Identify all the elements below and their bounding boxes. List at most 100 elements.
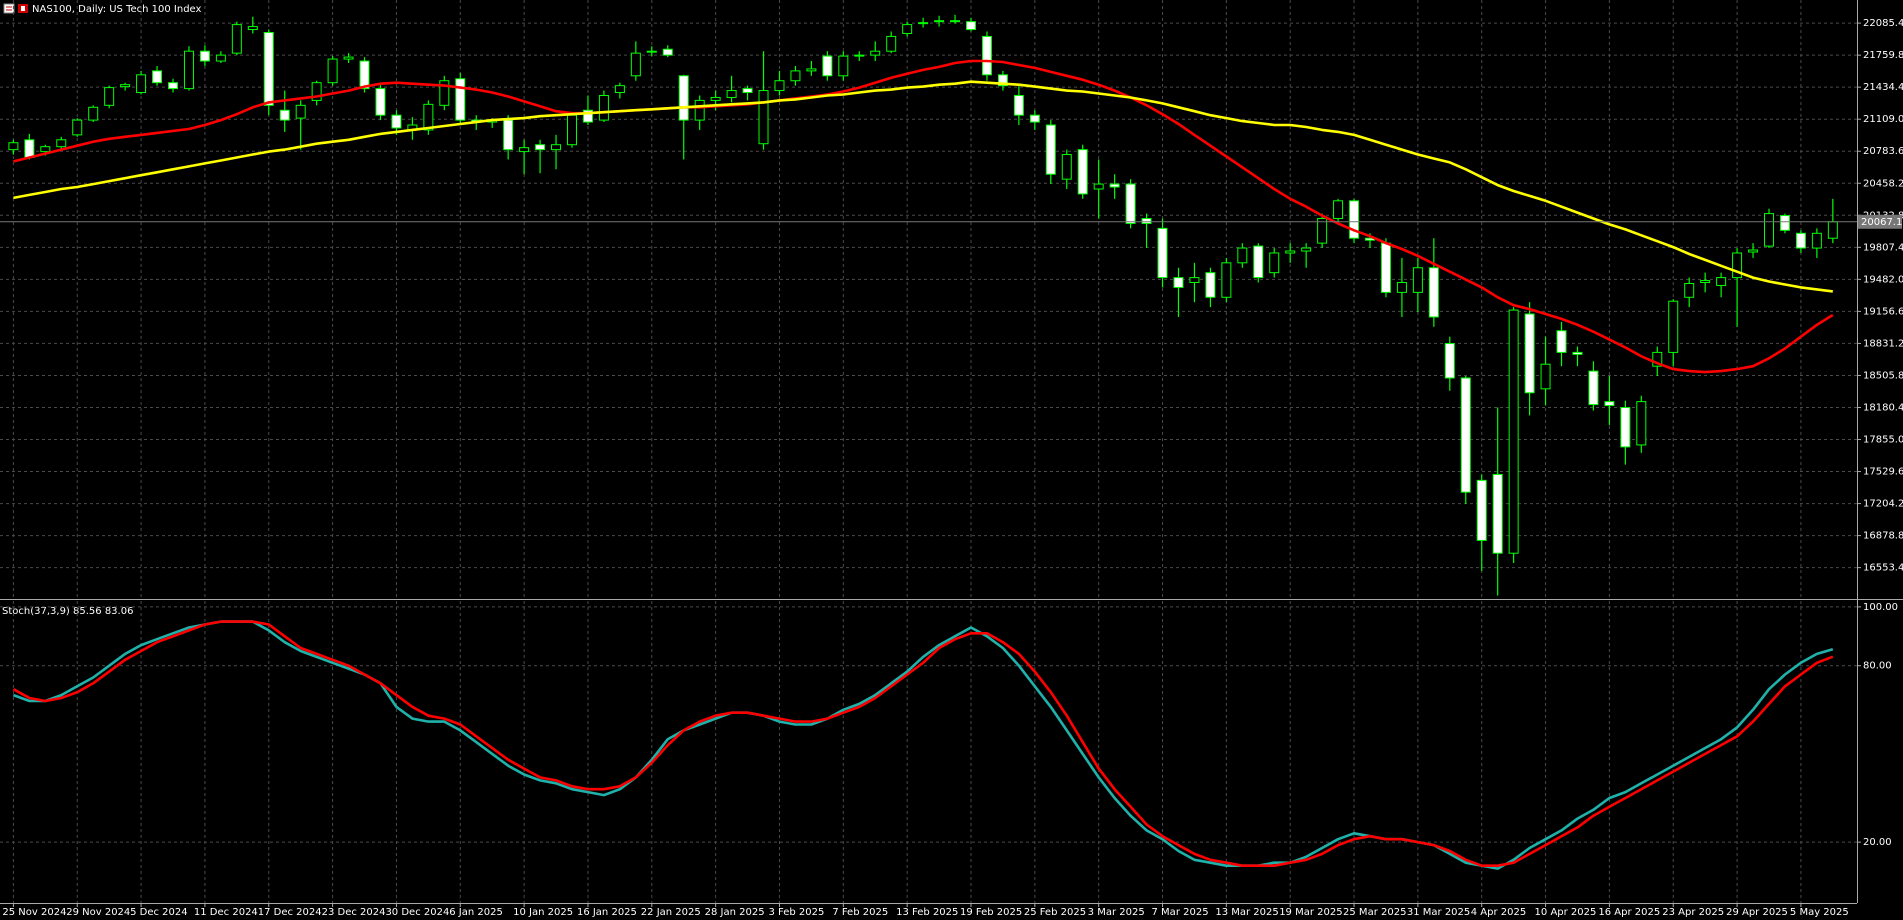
x-tick-label: 30 Dec 2024 [385, 907, 449, 918]
candle-body [311, 82, 322, 101]
y-tick-label: 19482.0 [1863, 274, 1903, 285]
y-tick-label: 21109.0 [1863, 114, 1903, 125]
y-tick-label: 17855.0 [1863, 435, 1903, 446]
x-tick-label: 7 Feb 2025 [832, 907, 888, 918]
x-tick-label: 13 Mar 2025 [1215, 907, 1278, 918]
candle-body [774, 80, 785, 92]
x-tick-label: 10 Apr 2025 [1535, 907, 1597, 918]
candle-body [231, 24, 242, 54]
candle-body [1588, 370, 1599, 406]
x-tick-label: 5 May 2025 [1790, 907, 1849, 918]
candle-body [152, 70, 163, 84]
candle-body [423, 103, 434, 131]
candle-body [870, 50, 881, 56]
y-tick-label: 100.00 [1863, 602, 1898, 613]
icons [3, 3, 28, 14]
x-tick-label: 23 Dec 2024 [322, 907, 386, 918]
candle-body [1444, 343, 1455, 379]
y-tick-label: 16878.8 [1863, 531, 1903, 542]
indicator-title: Stoch(37,3,9) 85.56 83.06 [2, 606, 133, 617]
x-tick-label: 29 Apr 2025 [1726, 907, 1788, 918]
y-tick-label: 20458.2 [1863, 178, 1903, 189]
y-tick-label: 21759.8 [1863, 50, 1903, 61]
candle-body [1764, 213, 1774, 247]
candle-body [1269, 252, 1280, 274]
candle-body [1253, 245, 1264, 279]
candle-body [902, 24, 913, 34]
candle-body [1333, 200, 1344, 220]
x-tick-label: 23 Apr 2025 [1662, 907, 1724, 918]
candle-body [391, 114, 402, 129]
y-tick-label: 16553.4 [1863, 563, 1903, 574]
candle-body [24, 139, 35, 158]
x-tick-label: 31 Mar 2025 [1407, 907, 1470, 918]
line-series [12, 620, 1834, 867]
y-tick-label: 19807.4 [1863, 242, 1903, 253]
candle-body [790, 70, 801, 82]
candle-body [1684, 282, 1695, 298]
last-price-label: 20067.1 [1861, 217, 1902, 228]
candle-body [726, 90, 737, 98]
x-tick-label: 16 Apr 2025 [1598, 907, 1660, 918]
candle-body [279, 109, 290, 121]
candle-body [183, 50, 194, 90]
candle-body [295, 104, 306, 119]
candle-body [694, 99, 705, 121]
candle-body [503, 119, 514, 151]
candle-body [678, 75, 689, 121]
candle-body [88, 106, 99, 121]
candle-body [758, 90, 769, 145]
candle-body [1524, 313, 1535, 394]
candle-body [1620, 407, 1631, 448]
x-tick-label: 17 Dec 2024 [258, 907, 322, 918]
candle-body [822, 55, 833, 77]
candle-body [1540, 363, 1551, 390]
candle-body [120, 84, 131, 88]
x-tick-label: 29 Nov 2024 [66, 907, 130, 918]
candle-body [1428, 267, 1439, 318]
x-tick-label: 28 Jan 2025 [705, 907, 765, 918]
candle-body [567, 114, 577, 146]
y-tick-label: 20783.6 [1863, 146, 1903, 157]
candle-body [1716, 277, 1727, 286]
candle-body [934, 20, 945, 23]
candle-body [582, 109, 593, 123]
x-tick-label: 5 Dec 2024 [130, 907, 188, 918]
x-tick-label: 4 Apr 2025 [1471, 907, 1526, 918]
candle-body [1205, 272, 1216, 298]
y-tick-label: 80.00 [1863, 661, 1892, 672]
candle-body [742, 88, 753, 94]
x-tick-label: 16 Jan 2025 [577, 907, 637, 918]
candle-body [455, 78, 466, 121]
candle-body [40, 146, 51, 153]
candle-body [1748, 249, 1759, 253]
icon [21, 6, 25, 11]
candle-body [551, 144, 562, 151]
candle-body [1237, 247, 1248, 264]
candle-body [56, 139, 67, 148]
candle-body [1349, 200, 1360, 239]
x-tick-label: 25 Feb 2025 [1024, 907, 1086, 918]
y-tick-label: 18831.2 [1863, 338, 1903, 349]
x-tick-label: 10 Jan 2025 [513, 907, 573, 918]
candle-body [1668, 300, 1679, 353]
candle-body [1652, 351, 1663, 367]
candle-body [104, 87, 115, 106]
y-tick-label: 21434.4 [1863, 82, 1903, 93]
y-tick-label: 17529.6 [1863, 467, 1903, 478]
candle-body [1285, 250, 1296, 254]
candle-body [1109, 183, 1120, 188]
candle-body [1061, 154, 1072, 180]
candle-body [1396, 282, 1407, 293]
candle-body [72, 119, 83, 136]
candle-body [1093, 183, 1104, 190]
candle-body [1380, 242, 1391, 293]
candle-body [1604, 401, 1615, 407]
candle-body [327, 58, 338, 84]
candle-body [535, 144, 546, 151]
candle-body [519, 147, 530, 153]
candle-body [1811, 232, 1822, 249]
candle-body [886, 35, 897, 52]
